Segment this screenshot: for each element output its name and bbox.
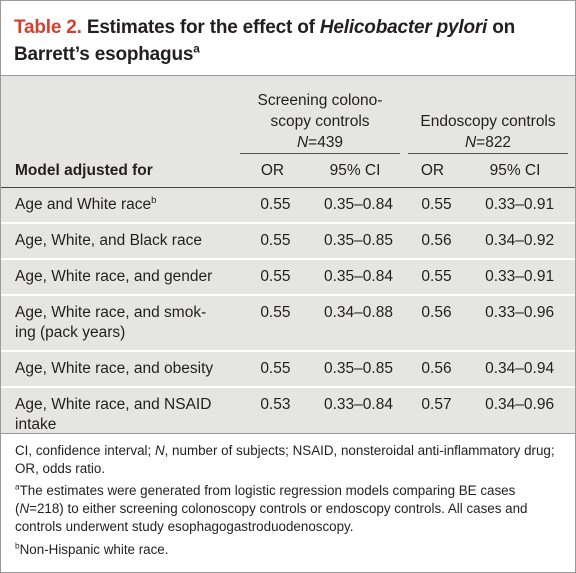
title: Table 2. Estimates for the effect of Hel… (14, 14, 515, 68)
column-header: OR (420, 162, 445, 179)
group-rule (240, 153, 400, 154)
table-row: Age, White race, and NSAID intake 0.53 0.33… (1, 386, 575, 442)
label-line: Age, White race, and obesity (15, 360, 214, 377)
label-line: ing (pack years) (15, 324, 126, 341)
row-label: Age and White raceb (1, 187, 243, 223)
table-row: Age, White race, and gender 0.55 0.35–0.84… (1, 258, 575, 295)
cell: 0.55 (242, 294, 309, 351)
cell: 0.56 (408, 350, 465, 387)
row-label: Age, White, and Black race (1, 222, 243, 259)
cell: 0.55 (242, 258, 309, 295)
footnote-text: , number of subjects; NSAID, nonsteroida… (15, 443, 555, 476)
cell: 0.55 (408, 187, 465, 223)
footnote-text: CI, confidence interval; (15, 443, 155, 458)
label-line: Age, White, and Black race (15, 232, 202, 249)
superscript: b (151, 194, 157, 206)
n-value: =822 (476, 134, 512, 151)
cell: 0.34–0.92 (464, 222, 575, 259)
cell: 0.33–0.96 (464, 294, 575, 351)
n-value: =439 (308, 134, 344, 151)
title-text: on (492, 17, 516, 38)
footnote: aThe estimates were generated from logis… (15, 482, 563, 535)
group-n: N=822 (408, 132, 568, 153)
table: Age and White raceb 0.55 0.35–0.84 0.55 0.33… (1, 187, 575, 442)
table-row: Age and White raceb 0.55 0.35–0.84 0.55 0.33… (1, 187, 575, 223)
table-label: Table 2. (14, 17, 82, 38)
cell: 0.34–0.88 (308, 294, 409, 351)
label-line: Age and White race (15, 196, 152, 213)
row-label: Age, White race, and NSAID intake (1, 386, 243, 442)
cell: 0.55 (408, 258, 465, 295)
group-n: N=439 (240, 132, 400, 153)
group-line: Screening colono- (257, 92, 383, 109)
footnote: CI, confidence interval; N, number of su… (15, 442, 563, 477)
group-rule (408, 153, 568, 154)
footnote-text: N (154, 443, 165, 458)
footnote-text: Non-Hispanic white race. (19, 541, 169, 557)
column-header: OR (260, 162, 285, 179)
table-row: Age, White, and Black race 0.55 0.35–0.85 0… (1, 222, 575, 259)
label-line: Age, White race, and NSAID (15, 396, 212, 413)
footnote-text: =218) to either screening colonoscopy co… (15, 501, 528, 534)
label-line: intake (15, 416, 57, 433)
cell: 0.34–0.96 (464, 386, 575, 442)
superscript: a (193, 42, 200, 56)
cell: 0.56 (408, 222, 465, 259)
cell: 0.55 (242, 187, 309, 223)
cell: 0.35–0.84 (308, 258, 409, 295)
footnotes: CI, confidence interval; N, number of su… (1, 433, 576, 571)
cell: 0.33–0.84 (308, 386, 409, 442)
cell: 0.56 (408, 294, 465, 351)
cell: 0.53 (242, 386, 309, 442)
row-label: Age, White race, and obesity (1, 350, 243, 387)
group-line: scopy controls (270, 113, 370, 130)
title-text: Estimates for the effect of (86, 17, 315, 38)
cell: 0.33–0.91 (464, 187, 575, 223)
row-label: Age, White race, and gender (1, 258, 243, 295)
footnote: bNon-Hispanic white race. (15, 541, 563, 559)
title-text: Barrett’s esophagus (14, 44, 194, 65)
cell: 0.35–0.85 (308, 222, 409, 259)
table-row: Age, White race, and smok-ing (pack year… (1, 294, 575, 351)
column-header: Model adjusted for (15, 162, 153, 179)
label-line: Age, White race, and smok- (15, 304, 207, 321)
n-symbol: N (464, 134, 477, 151)
cell: 0.35–0.84 (308, 187, 409, 223)
column-header: 95% CI (329, 162, 381, 179)
table-row: Age, White race, and obesity 0.55 0.35–0.8… (1, 350, 575, 387)
footnote-text: a (15, 481, 20, 492)
column-header: 95% CI (489, 162, 541, 179)
label-line: Age, White race, and gender (15, 268, 213, 285)
cell: 0.33–0.91 (464, 258, 575, 295)
cell: 0.55 (242, 350, 309, 387)
n-symbol: N (296, 134, 309, 151)
cell: 0.35–0.85 (308, 350, 409, 387)
row-label: Age, White race, and smok-ing (pack year… (1, 294, 243, 351)
group-line: Endoscopy controls (420, 113, 556, 130)
group-header: Screening colono- scopy controls N=439 (240, 90, 400, 153)
cell: 0.57 (408, 386, 465, 442)
footnote-text: N (19, 501, 30, 517)
cell: 0.55 (242, 222, 309, 259)
footnote-text: b (15, 540, 20, 551)
title-italic: Helicobacter pylori (319, 17, 488, 38)
group-header: Endoscopy controls N=822 (408, 111, 568, 153)
cell: 0.34–0.94 (464, 350, 575, 387)
footnote-text: The estimates were generated from logist… (15, 483, 516, 517)
